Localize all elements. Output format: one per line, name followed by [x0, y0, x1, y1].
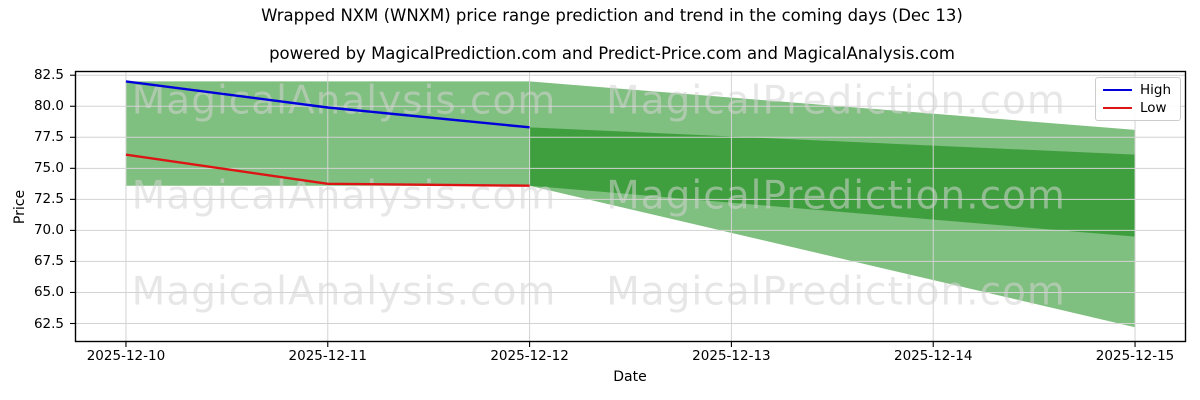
watermark-text: MagicalPrediction.com [606, 174, 1066, 219]
watermark-text: MagicalPrediction.com [606, 79, 1066, 124]
chart-title: Wrapped NXM (WNXM) price range predictio… [261, 6, 963, 25]
x-axis-label: Date [613, 369, 647, 385]
watermark-text: MagicalPrediction.com [606, 270, 1066, 315]
y-tick-label: 75.0 [33, 160, 64, 177]
y-tick-label: 72.5 [33, 191, 64, 208]
x-tick-label: 2025-12-11 [288, 348, 367, 364]
x-tick-label: 2025-12-10 [86, 348, 166, 364]
legend: High Low [1095, 77, 1181, 121]
y-tick-label: 80.0 [33, 98, 64, 115]
watermark-text: MagicalAnalysis.com [132, 174, 557, 219]
watermark-text: MagicalAnalysis.com [132, 79, 557, 124]
x-tick-label: 2025-12-12 [490, 348, 569, 364]
low-line-swatch [1103, 107, 1132, 109]
y-tick-label: 82.5 [33, 67, 64, 84]
chart-subtitle: powered by MagicalPrediction.com and Pre… [269, 44, 955, 63]
low-line [125, 153, 530, 187]
y-tick-label: 67.5 [33, 253, 64, 270]
x-tick-label: 2025-12-14 [893, 348, 973, 364]
axis-frame [74, 70, 1187, 343]
y-tick-label: 62.5 [33, 315, 64, 332]
watermark-text: MagicalAnalysis.com [132, 270, 557, 315]
band-forecast-inner [529, 127, 1136, 237]
legend-item-low: Low [1103, 100, 1173, 117]
x-tick-label: 2025-12-15 [1095, 348, 1175, 364]
legend-label-high: High [1140, 81, 1172, 98]
y-tick-label: 65.0 [33, 284, 64, 301]
y-tick-label: 77.5 [33, 129, 64, 146]
legend-label-low: Low [1140, 99, 1167, 116]
high-line [125, 80, 530, 129]
y-tick-label: 70.0 [33, 222, 64, 239]
high-line-swatch [1103, 89, 1132, 91]
x-tick-label: 2025-12-13 [692, 348, 771, 364]
legend-item-high: High [1103, 82, 1173, 99]
